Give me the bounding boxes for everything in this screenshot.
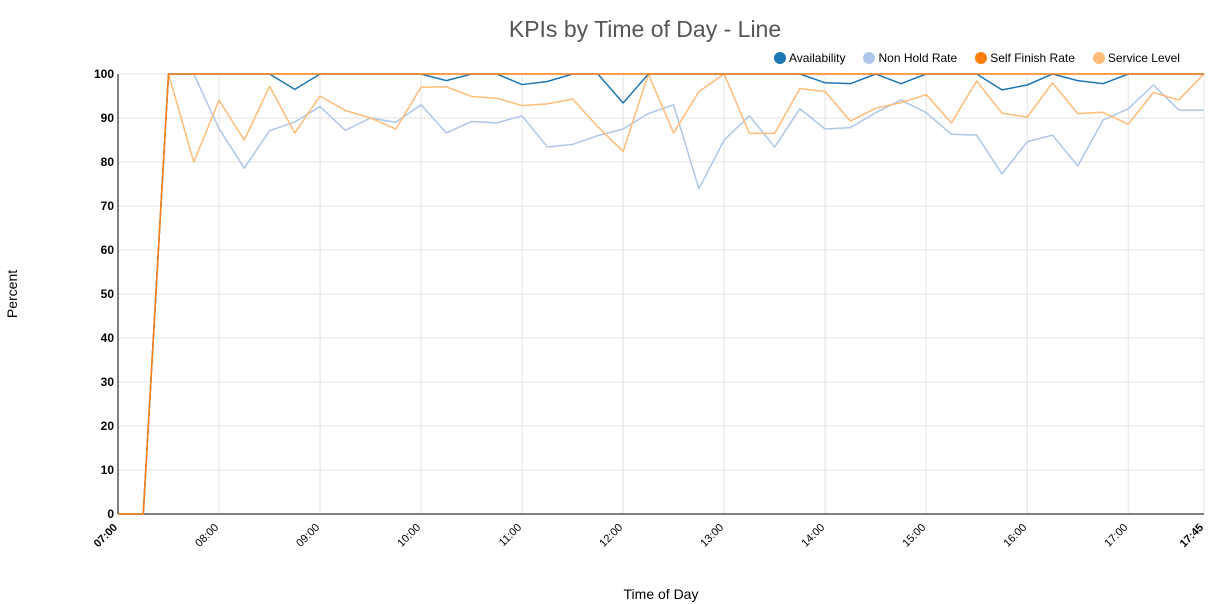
- legend-label: Self Finish Rate: [990, 51, 1075, 65]
- x-tick-label: 14:00: [799, 522, 827, 550]
- x-tick-label: 08:00: [193, 522, 221, 550]
- x-axis-title: Time of Day: [623, 586, 699, 602]
- grid: [117, 73, 1205, 515]
- legend-item-non-hold-rate[interactable]: Non Hold Rate: [863, 51, 957, 65]
- legend: Availability Non Hold Rate Self Finish Rat…: [774, 51, 1180, 65]
- x-tick-label: 07:00: [92, 522, 120, 550]
- legend-swatch: [975, 52, 988, 64]
- series-line-self-finish-rate: [118, 73, 1204, 515]
- y-axis-ticks: 0 10 20 30 40 50 60 70 80 90 100: [94, 67, 114, 521]
- legend-label: Availability: [789, 51, 846, 65]
- legend-label: Non Hold Rate: [878, 51, 958, 65]
- x-tick-label: 11:00: [497, 522, 524, 549]
- x-tick-label: 16:00: [1001, 522, 1029, 550]
- series-line-non-hold-rate: [118, 73, 1204, 515]
- y-tick-label: 40: [101, 331, 115, 345]
- y-tick-label: 10: [101, 463, 115, 477]
- x-tick-label: 10:00: [395, 522, 423, 550]
- axes: [117, 74, 1204, 515]
- y-tick-label: 50: [101, 287, 115, 301]
- legend-swatch: [1092, 52, 1105, 64]
- y-tick-label: 0: [107, 507, 114, 521]
- legend-item-self-finish-rate[interactable]: Self Finish Rate: [975, 51, 1075, 65]
- x-axis-ticks: 07:00 08:00 09:00 10:00 11:00 12:00 13:00 14:00…: [92, 522, 1206, 550]
- y-tick-label: 90: [101, 111, 115, 125]
- y-tick-label: 30: [101, 375, 115, 389]
- x-tick-label: 15:00: [900, 522, 928, 550]
- legend-swatch: [774, 52, 786, 64]
- legend-label: Service Level: [1107, 51, 1180, 65]
- x-tick-label: 13:00: [698, 522, 726, 550]
- x-tick-label: 17:45: [1178, 522, 1206, 550]
- legend-swatch: [863, 52, 876, 64]
- series-lines: [118, 73, 1205, 515]
- legend-item-availability[interactable]: Availability: [774, 51, 845, 65]
- chart-title: KPIs by Time of Day - Line: [508, 16, 782, 42]
- x-tick-label: 09:00: [294, 522, 322, 550]
- series-line-service-level: [118, 73, 1205, 515]
- y-tick-label: 60: [101, 243, 115, 257]
- y-tick-label: 100: [94, 67, 114, 81]
- y-tick-label: 80: [101, 155, 115, 169]
- y-tick-label: 20: [101, 419, 115, 433]
- x-tick-label: 17:00: [1102, 522, 1130, 550]
- x-tick-label: 12:00: [597, 522, 625, 550]
- y-tick-label: 70: [101, 199, 115, 213]
- legend-item-service-level[interactable]: Service Level: [1092, 51, 1180, 65]
